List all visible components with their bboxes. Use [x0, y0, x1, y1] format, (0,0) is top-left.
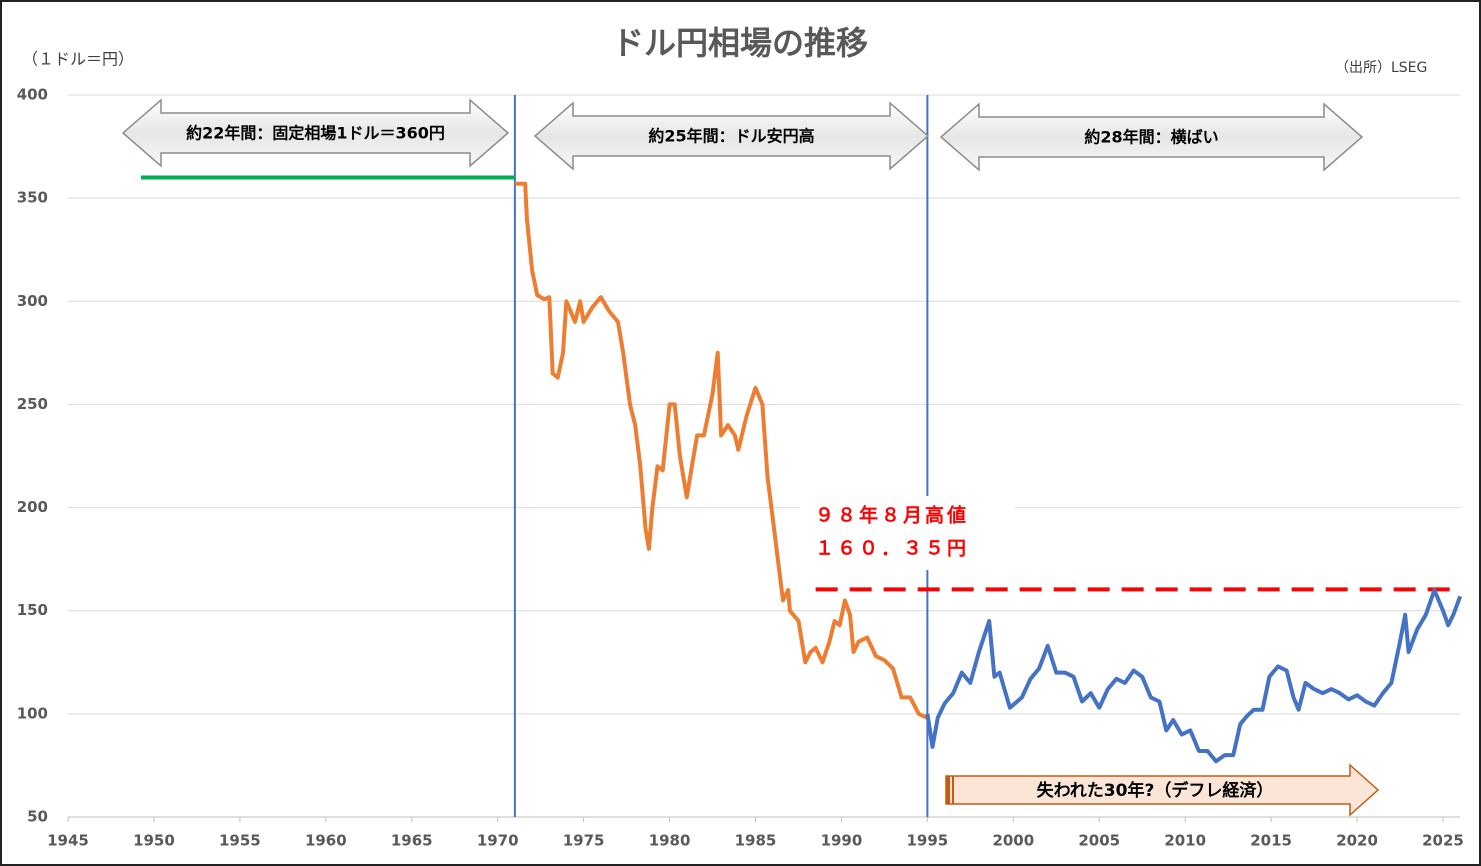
era-arrow: [945, 763, 1380, 817]
y-tick-label: 50: [27, 808, 48, 826]
y-unit-label: （１ドル＝円）: [22, 50, 134, 69]
x-tick-label: 1970: [477, 832, 519, 850]
x-tick-label: 1980: [649, 832, 691, 850]
x-tick-label: 1995: [907, 832, 949, 850]
y-tick-label: 200: [17, 498, 48, 516]
series-line: [925, 588, 1463, 764]
note-background: [800, 496, 1015, 570]
x-tick-label: 1955: [219, 832, 261, 850]
period-label: 約25年間：ドル安円高: [648, 127, 814, 146]
source: （出所）LSEG: [1335, 60, 1427, 76]
y-tick-label: 400: [17, 86, 48, 104]
series-line: [514, 181, 929, 720]
y-tick-label: 100: [17, 704, 48, 722]
chart-title: ドル円相場の推移: [612, 24, 868, 62]
period-label: 約22年間：固定相場1ドル＝360円: [186, 124, 445, 143]
era-arrow-tail: [946, 776, 950, 804]
era-arrow-tail: [952, 776, 954, 804]
y-tick-label: 300: [17, 292, 48, 310]
plot: [141, 95, 1463, 817]
y-tick-label: 150: [17, 601, 48, 619]
period-arrow: [533, 101, 930, 171]
note-red: １６０．３５円: [815, 538, 969, 560]
x-tick-label: 1945: [47, 832, 89, 850]
x-tick-label: 2025: [1422, 832, 1464, 850]
x-tick-label: 1965: [391, 832, 433, 850]
x-tick-label: 2010: [1164, 832, 1206, 850]
note-red: ９８年８月高値: [815, 504, 969, 527]
period-label: 約28年間：横ばい: [1084, 128, 1218, 147]
x-tick-label: 1960: [305, 832, 347, 850]
x-tick-label: 1950: [133, 832, 175, 850]
y-tick-label: 350: [17, 189, 48, 207]
period-arrow: [939, 102, 1364, 172]
x-tick-label: 2015: [1250, 832, 1292, 850]
x-tick-label: 2005: [1078, 832, 1120, 850]
x-tick-label: 1975: [563, 832, 605, 850]
y-tick-label: 250: [17, 395, 48, 413]
period-arrow: [121, 98, 510, 168]
x-tick-label: 2020: [1336, 832, 1378, 850]
x-tick-label: 1990: [821, 832, 863, 850]
x-tick-label: 1985: [735, 832, 777, 850]
era-label: 失われた30年?（デフレ経済）: [1037, 780, 1274, 801]
x-tick-label: 2000: [992, 832, 1034, 850]
